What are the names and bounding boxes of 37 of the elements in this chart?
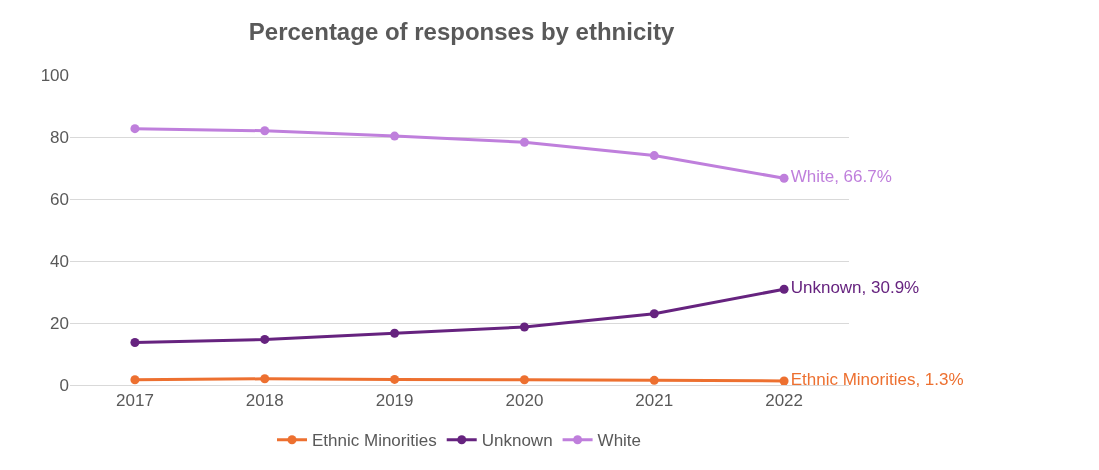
legend-label: Ethnic Minorities: [312, 431, 437, 451]
point: [260, 374, 270, 384]
point: [649, 375, 659, 385]
y-tick-label: 40: [50, 251, 69, 271]
x-tick-label: 2019: [375, 391, 414, 411]
chart-title: Percentage of responses by ethnicity: [248, 18, 675, 46]
point: [390, 374, 400, 384]
x-tick-label: 2022: [765, 391, 803, 411]
data-label: Ethnic Minorities, 1.3%: [790, 370, 964, 390]
data-label: Unknown, 30.9%: [790, 278, 920, 298]
point: [260, 334, 270, 344]
legend-label: Unknown: [481, 431, 553, 451]
y-tick-label: 20: [50, 313, 69, 333]
point: [779, 284, 789, 294]
point: [519, 137, 529, 147]
point: [649, 309, 659, 319]
x-tick-label: 2020: [505, 391, 544, 411]
data-label: White, 66.7%: [790, 167, 892, 187]
x-tick-label: 2021: [635, 391, 674, 411]
point: [649, 151, 659, 161]
point: [390, 131, 400, 141]
y-tick-label: 60: [50, 189, 69, 209]
y-tick-label: 80: [50, 127, 69, 147]
point: [130, 338, 140, 348]
y-tick-label: 100: [40, 65, 69, 85]
point: [519, 375, 529, 385]
point: [130, 124, 140, 134]
point: [390, 328, 400, 338]
x-tick-label: 2018: [245, 391, 284, 411]
legend-label: White: [597, 431, 642, 451]
point: [779, 173, 789, 183]
point: [519, 322, 529, 332]
point: [779, 376, 789, 386]
point: [130, 375, 140, 385]
point: [260, 126, 270, 136]
y-tick-label: 0: [59, 375, 69, 395]
x-tick-label: 2017: [116, 391, 154, 411]
